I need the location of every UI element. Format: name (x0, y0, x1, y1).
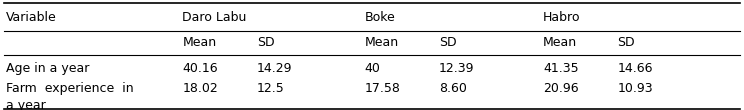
Text: 17.58: 17.58 (365, 82, 400, 94)
Text: 14.29: 14.29 (257, 62, 292, 75)
Text: 14.66: 14.66 (618, 62, 653, 75)
Text: 12.5: 12.5 (257, 82, 284, 94)
Text: Mean: Mean (543, 36, 577, 49)
Text: 12.39: 12.39 (439, 62, 475, 75)
Text: a year: a year (6, 99, 45, 110)
Text: 18.02: 18.02 (182, 82, 218, 94)
Text: Variable: Variable (6, 11, 57, 24)
Text: 40.16: 40.16 (182, 62, 218, 75)
Text: 8.60: 8.60 (439, 82, 466, 94)
Text: 20.96: 20.96 (543, 82, 579, 94)
Text: Boke: Boke (365, 11, 395, 24)
Text: Age in a year: Age in a year (6, 62, 89, 75)
Text: Habro: Habro (543, 11, 580, 24)
Text: SD: SD (439, 36, 457, 49)
Text: SD: SD (257, 36, 275, 49)
Text: 10.93: 10.93 (618, 82, 653, 94)
Text: Mean: Mean (182, 36, 217, 49)
Text: Daro Labu: Daro Labu (182, 11, 247, 24)
Text: 40: 40 (365, 62, 380, 75)
Text: Farm  experience  in: Farm experience in (6, 82, 134, 94)
Text: Mean: Mean (365, 36, 399, 49)
Text: SD: SD (618, 36, 635, 49)
Text: 41.35: 41.35 (543, 62, 579, 75)
